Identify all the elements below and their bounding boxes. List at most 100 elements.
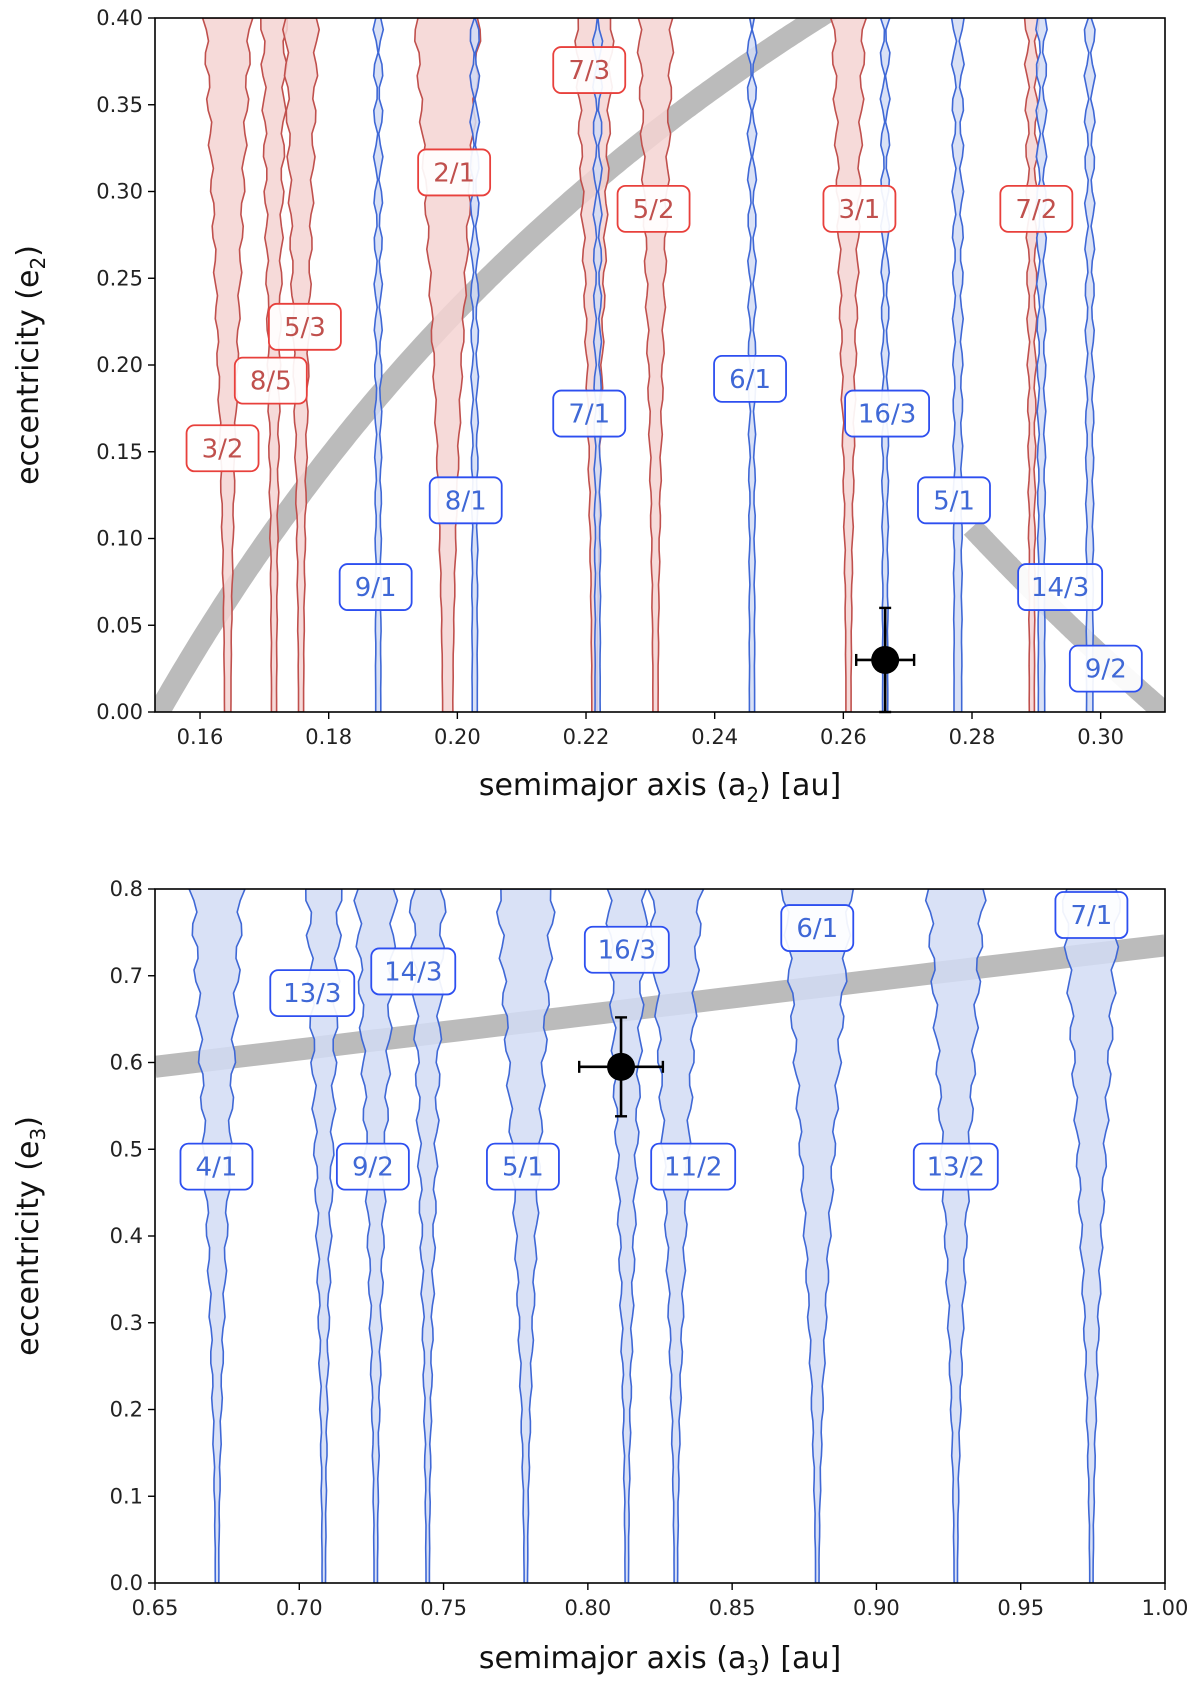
y-tick-label: 0.15 — [96, 440, 143, 464]
y-tick-label: 0.4 — [110, 1224, 143, 1248]
y-tick-label: 0.7 — [110, 964, 143, 988]
data-point — [607, 1052, 636, 1081]
resonance-label-box — [583, 925, 670, 974]
resonance-label: 6/1 — [796, 914, 838, 944]
y-tick-label: 0.0 — [110, 1571, 143, 1595]
y-axis-title: eccentricity (e2) — [11, 245, 50, 485]
x-tick-label: 0.28 — [949, 725, 996, 749]
x-tick-label: 0.90 — [853, 1596, 900, 1620]
y-axis-title-tail: ) — [11, 245, 46, 257]
resonance-label-box — [1068, 644, 1143, 693]
resonance-label-box — [428, 476, 503, 525]
resonance-label: 3/2 — [202, 434, 244, 464]
x-tick-label: 0.16 — [177, 725, 224, 749]
resonance-label-box — [338, 563, 413, 611]
resonance-label: 5/2 — [633, 195, 675, 225]
resonance-label: 7/2 — [1015, 195, 1057, 225]
resonance-label-box — [1017, 563, 1104, 611]
resonance-label: 8/1 — [445, 486, 487, 516]
resonance-label-box — [269, 969, 356, 1017]
y-axis-title-sub: 3 — [26, 1128, 50, 1141]
resonance-label: 5/1 — [502, 1153, 544, 1183]
resonance-wedge-13-2 — [924, 889, 987, 1583]
resonance-label-box — [417, 148, 492, 197]
resonance-label: 8/5 — [250, 367, 292, 397]
resonance-label-box — [912, 1142, 999, 1191]
resonance-wedge-9-1 — [372, 18, 385, 712]
resonance-label-box — [1054, 891, 1129, 939]
x-axis-title: semimajor axis (a2) [au] — [479, 768, 841, 807]
resonance-wedge-3-1 — [829, 18, 868, 712]
x-tick-label: 0.30 — [1077, 725, 1124, 749]
resonance-label: 16/3 — [598, 936, 656, 966]
x-tick-label: 0.20 — [434, 725, 481, 749]
x-axis-title-sub: 2 — [746, 783, 759, 807]
y-tick-label: 0.3 — [110, 1311, 143, 1335]
x-tick-label: 0.80 — [564, 1596, 611, 1620]
x-tick-label: 0.24 — [691, 725, 738, 749]
x-tick-label: 0.85 — [709, 1596, 756, 1620]
y-tick-label: 0.20 — [96, 353, 143, 377]
y-tick-label: 0.6 — [110, 1051, 143, 1075]
data-point-group — [855, 606, 916, 714]
resonance-label: 13/2 — [927, 1153, 985, 1183]
resonance-wedge-8-1 — [469, 18, 481, 712]
resonance-label-box — [917, 476, 991, 525]
y-axis-title-main: eccentricity (e — [11, 1141, 46, 1356]
resonance-wedge-5-1 — [950, 18, 965, 712]
resonance-label-box — [552, 46, 627, 94]
y-tick-label: 0.10 — [96, 527, 143, 551]
top-panel: 3/2 8/5 5/3 2/1 7/3 5/2 3/1 7/2 9/1 8/1 7/1 6/1 16/3… — [11, 6, 1166, 807]
resonance-wedge-7-1 — [1061, 889, 1122, 1583]
resonance-label: 7/1 — [568, 400, 610, 430]
resonance-label-box — [780, 904, 855, 952]
data-point-group — [578, 1016, 665, 1118]
x-axis-title-main: semimajor axis (a — [479, 1641, 747, 1676]
resonance-label: 2/1 — [433, 158, 475, 188]
y-tick-label: 0.30 — [96, 180, 143, 204]
x-axis-title-tail: ) [au] — [759, 1641, 841, 1676]
resonance-label: 11/2 — [664, 1153, 722, 1183]
resonance-label: 14/3 — [384, 957, 442, 987]
resonance-wedge-16-3 — [605, 889, 649, 1583]
y-tick-label: 0.00 — [96, 700, 143, 724]
y-tick-label: 0.2 — [110, 1398, 143, 1422]
y-axis-title-main: eccentricity (e — [11, 270, 46, 485]
resonance-label-box — [650, 1142, 737, 1191]
resonance-label-box — [999, 184, 1074, 233]
resonance-wedge-9-2 — [353, 889, 399, 1583]
resonance-label: 9/2 — [1085, 655, 1127, 685]
resonance-label-box — [844, 389, 930, 438]
x-tick-label: 0.65 — [132, 1596, 179, 1620]
x-tick-label: 0.95 — [997, 1596, 1044, 1620]
resonance-wedge-5-1 — [495, 889, 556, 1583]
x-tick-label: 0.75 — [420, 1596, 467, 1620]
y-tick-label: 0.35 — [96, 93, 143, 117]
resonance-label-box — [552, 389, 627, 438]
resonance-label: 3/1 — [839, 195, 881, 225]
resonance-wedge-4-1 — [188, 889, 246, 1583]
resonance-label-box — [233, 356, 308, 405]
y-tick-label: 0.1 — [110, 1484, 143, 1508]
resonance-label-box — [185, 424, 260, 473]
resonance-wedge-14-3 — [408, 889, 447, 1583]
data-point — [871, 645, 900, 674]
resonance-wedge-5-2 — [636, 18, 675, 712]
resonance-label-box — [822, 184, 897, 233]
resonance-label: 9/2 — [352, 1153, 394, 1183]
y-tick-label: 0.40 — [96, 6, 143, 30]
resonance-label-box — [486, 1142, 560, 1191]
y-tick-label: 0.25 — [96, 266, 143, 290]
resonance-label: 5/3 — [284, 313, 326, 343]
resonance-wedge-7-1 — [591, 18, 604, 712]
resonance-label: 14/3 — [1031, 573, 1089, 603]
x-axis-title-tail: ) [au] — [759, 768, 841, 803]
resonance-wedge-6-1 — [780, 889, 855, 1583]
y-tick-label: 0.05 — [96, 613, 143, 637]
x-axis-title-main: semimajor axis (a — [479, 768, 747, 803]
x-tick-label: 0.26 — [820, 725, 867, 749]
resonance-wedge-3-2 — [201, 18, 254, 712]
resonance-label: 4/1 — [196, 1153, 238, 1183]
resonance-wedge-13-3 — [304, 889, 343, 1583]
x-axis-title-sub: 3 — [746, 1656, 759, 1680]
